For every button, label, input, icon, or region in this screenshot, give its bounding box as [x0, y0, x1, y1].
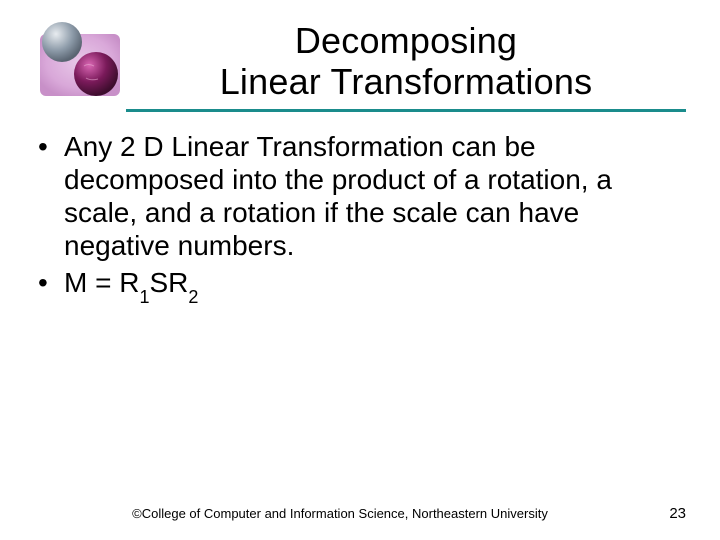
- bullet-item: • M = R1SR2: [34, 266, 686, 304]
- title-line-1: Decomposing: [295, 20, 517, 61]
- page-number: 23: [646, 505, 686, 522]
- bullet-text: Any 2 D Linear Transformation can be dec…: [64, 130, 686, 262]
- header: Decomposing Linear Transformations: [34, 18, 686, 112]
- bullet-item: • Any 2 D Linear Transformation can be d…: [34, 130, 686, 262]
- bullet-dot-icon: •: [34, 266, 64, 299]
- bullet-dot-icon: •: [34, 130, 64, 163]
- slide-title: Decomposing Linear Transformations: [126, 20, 686, 103]
- body: • Any 2 D Linear Transformation can be d…: [34, 130, 686, 304]
- slide: Decomposing Linear Transformations • Any…: [0, 0, 720, 540]
- formula-prefix: M = R: [64, 267, 139, 298]
- formula-mid: SR: [149, 267, 188, 298]
- logo: [34, 18, 126, 104]
- copyright-text: ©College of Computer and Information Sci…: [34, 506, 646, 521]
- footer: ©College of Computer and Information Sci…: [0, 505, 720, 522]
- title-underline: [126, 109, 686, 112]
- formula-text: M = R1SR2: [64, 266, 686, 304]
- formula-sub2: 2: [188, 287, 198, 307]
- formula-sub1: 1: [139, 287, 149, 307]
- title-line-2: Linear Transformations: [220, 61, 593, 102]
- title-block: Decomposing Linear Transformations: [126, 18, 686, 112]
